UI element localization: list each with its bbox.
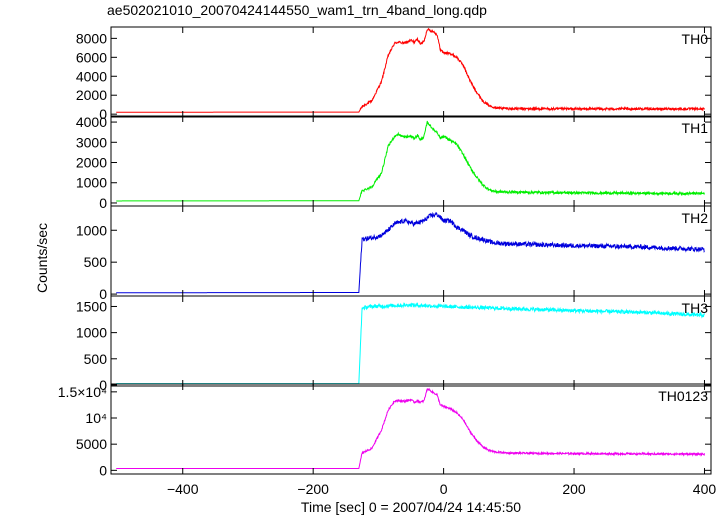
x-tick-label: −400 <box>167 481 199 497</box>
chart-title: ae502021010_20070424144550_wam1_trn_4ban… <box>107 2 487 18</box>
series-line-th1 <box>116 120 705 202</box>
y-tick-label: 1000 <box>76 325 107 341</box>
panel-th2: 0 500 1000 TH2 <box>76 205 712 302</box>
x-tick-label: 0 <box>440 481 448 497</box>
y-tick-label: 1000 <box>76 175 107 191</box>
x-tick-label: 200 <box>562 481 586 497</box>
series-line-th0 <box>116 27 705 113</box>
y-tick-label: 0 <box>99 286 107 302</box>
panel-th0: 0 2000 4000 6000 8000 TH0 <box>76 26 712 122</box>
series-label-th2: TH2 <box>682 210 709 226</box>
panel-frame <box>110 295 712 387</box>
y-tick-label: 10⁴ <box>85 410 107 426</box>
y-tick-label: 5000 <box>76 436 107 452</box>
y-tick-label: 4000 <box>76 114 107 130</box>
y-tick-label: 0 <box>99 195 107 211</box>
x-tick-label: −200 <box>297 481 329 497</box>
y-tick-label: 0 <box>99 377 107 393</box>
y-tick-label: 3000 <box>76 134 107 150</box>
x-axis-label: Time [sec] 0 = 2007/04/24 14:45:50 <box>301 499 521 515</box>
y-tick-label: 4000 <box>76 68 107 84</box>
panel-frame <box>110 205 712 297</box>
series-line-th2 <box>116 211 705 294</box>
series-line-th0123 <box>116 387 705 470</box>
y-tick-label: 1.5×10⁴ <box>58 384 107 400</box>
panel-frame <box>110 383 712 475</box>
panel-th0123: 0 5000 10⁴ 1.5×10⁴ TH0123 <box>58 383 712 478</box>
y-axis-label: Counts/sec <box>34 223 50 293</box>
y-tick-label: 6000 <box>76 49 107 65</box>
y-tick-label: 500 <box>84 351 108 367</box>
panel-frame <box>110 26 712 118</box>
y-tick-label: 1500 <box>76 298 107 314</box>
y-tick-label: 0 <box>99 462 107 478</box>
y-tick-label: 1000 <box>76 222 107 238</box>
panel-th1: 0 1000 2000 3000 4000 TH1 <box>76 114 712 211</box>
x-tick-label: 400 <box>693 481 717 497</box>
y-tick-label: 2000 <box>76 155 107 171</box>
series-label-th0123: TH0123 <box>658 388 708 404</box>
series-line-th3 <box>116 302 705 385</box>
series-label-th3: TH3 <box>682 300 709 316</box>
y-tick-label: 500 <box>84 254 108 270</box>
y-tick-label: 2000 <box>76 87 107 103</box>
y-tick-label: 8000 <box>76 30 107 46</box>
y-tick-label: 0 <box>99 106 107 122</box>
series-label-th1: TH1 <box>682 120 709 136</box>
panel-th3: 0 500 1000 1500 TH3 <box>76 295 712 393</box>
series-label-th0: TH0 <box>682 31 709 47</box>
